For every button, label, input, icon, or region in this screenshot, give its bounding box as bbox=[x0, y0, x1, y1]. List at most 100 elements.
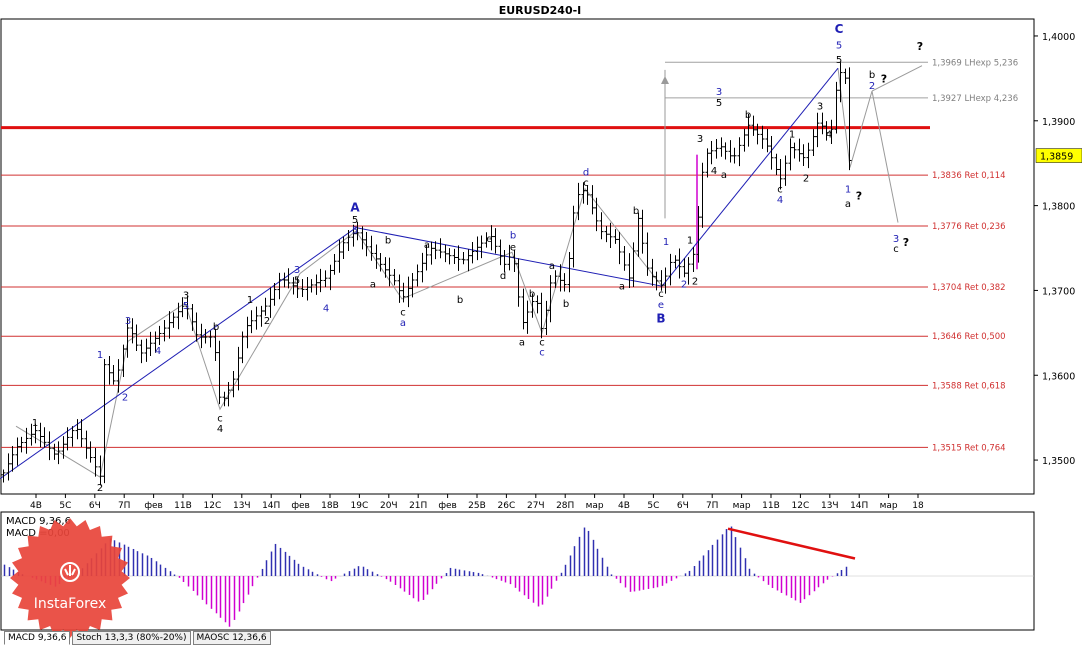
x-tick-label: 7П bbox=[118, 501, 131, 511]
wave-label: 4 bbox=[826, 130, 832, 141]
fib-level-label: 1,3704 Ret 0,382 bbox=[932, 283, 1006, 293]
wave-label: d bbox=[500, 271, 506, 282]
wave-label: a bbox=[549, 261, 555, 272]
wave-label: b bbox=[563, 299, 569, 310]
wave-label: 5 bbox=[294, 275, 300, 286]
wave-label: 2 bbox=[264, 316, 270, 327]
x-tick-label: 18 bbox=[912, 501, 924, 511]
x-tick-label: мар bbox=[586, 501, 604, 511]
wave-label: ? bbox=[903, 236, 909, 249]
wave-label: 4 bbox=[217, 424, 223, 435]
wave-label: b bbox=[745, 110, 751, 121]
x-tick-label: 4В bbox=[30, 501, 42, 511]
wave-label: a bbox=[519, 337, 525, 348]
wave-label: 5 bbox=[836, 55, 842, 66]
wave-label: c bbox=[777, 185, 783, 196]
wave-label: a bbox=[721, 170, 727, 181]
wave-label: 3 bbox=[817, 102, 823, 113]
wave-label: d bbox=[583, 168, 589, 179]
wave-label: a bbox=[845, 199, 851, 210]
wave-label: c bbox=[217, 414, 223, 425]
x-tick-label: 13Ч bbox=[821, 501, 839, 511]
x-tick-label: 18В bbox=[321, 501, 339, 511]
wave-label: 1 bbox=[687, 236, 693, 247]
wave-label: 3 bbox=[716, 87, 722, 98]
wave-label: b bbox=[869, 70, 875, 81]
x-tick-label: 4В bbox=[618, 501, 630, 511]
x-tick-label: 20Ч bbox=[380, 501, 398, 511]
divergence-line bbox=[727, 527, 856, 560]
wave-label: 3 bbox=[183, 291, 189, 302]
projection-line bbox=[871, 65, 923, 92]
y-tick-label: 1,3900 bbox=[1042, 117, 1075, 128]
fib-level-label: 1,3646 Ret 0,500 bbox=[932, 332, 1006, 342]
wave-line bbox=[661, 67, 839, 287]
x-tick-label: 11В bbox=[174, 501, 192, 511]
tab-macd[interactable]: MACD 9,36,6 bbox=[4, 631, 71, 645]
wave-label: e bbox=[510, 242, 516, 253]
wave-label: 2 bbox=[803, 174, 809, 185]
fib-level-label: 1,3836 Ret 0,114 bbox=[932, 171, 1006, 181]
wave-label: B bbox=[656, 311, 665, 325]
wave-label: 5 bbox=[352, 225, 358, 236]
wave-label: c bbox=[486, 234, 492, 245]
wave-label: b bbox=[213, 322, 219, 333]
wave-label: a bbox=[400, 318, 406, 329]
x-tick-label: 28П bbox=[556, 501, 574, 511]
x-tick-label: 6Ч bbox=[89, 501, 101, 511]
indicator-frame bbox=[0, 511, 1035, 631]
wave-label: 5 bbox=[352, 215, 358, 226]
wave-label: a bbox=[370, 280, 376, 291]
wave-label: a bbox=[619, 281, 625, 292]
wave-label: c bbox=[893, 244, 899, 255]
x-tick-label: 14П bbox=[850, 501, 868, 511]
wave-label: A bbox=[350, 200, 360, 214]
wave-label: 1 bbox=[247, 295, 253, 306]
wave-label: 2 bbox=[869, 81, 875, 92]
wave-label: 4 bbox=[323, 303, 329, 314]
x-tick-label: 21П bbox=[409, 501, 427, 511]
wave-label: c bbox=[539, 337, 545, 348]
wave-line bbox=[0, 227, 357, 480]
x-tick-label: 5С bbox=[59, 501, 71, 511]
x-tick-label: фев bbox=[291, 501, 310, 511]
wave-label: 1 bbox=[789, 130, 795, 141]
wave-label: c bbox=[583, 178, 589, 189]
wave-label: ? bbox=[881, 72, 887, 85]
tab-stoch[interactable]: Stoch 13,3,3 (80%-20%) bbox=[72, 631, 191, 645]
fib-level-label: 1,3927 LHexp 4,236 bbox=[932, 94, 1018, 104]
wave-label: b bbox=[633, 206, 639, 217]
logo-emblem-icon bbox=[60, 562, 80, 582]
wave-label: 1 bbox=[663, 237, 669, 248]
projection-line bbox=[837, 68, 899, 223]
x-tick-label: 27Ч bbox=[527, 501, 545, 511]
wave-label: e bbox=[658, 300, 664, 311]
x-tick-label: 6Ч bbox=[677, 501, 689, 511]
x-tick-label: 12С bbox=[204, 501, 222, 511]
wave-label: 5 bbox=[183, 301, 189, 312]
x-tick-label: 11В bbox=[762, 501, 780, 511]
x-tick-label: 25В bbox=[468, 501, 486, 511]
x-tick-label: мар bbox=[880, 501, 898, 511]
wave-label: 2 bbox=[681, 280, 687, 291]
fib-level-label: 1,3515 Ret 0,764 bbox=[932, 443, 1006, 453]
wave-label: ? bbox=[917, 40, 923, 53]
wave-label: 4 bbox=[777, 195, 783, 206]
wave-label: 3 bbox=[125, 316, 131, 327]
wave-label: 1 bbox=[97, 350, 103, 361]
x-tick-label: 13Ч bbox=[233, 501, 251, 511]
y-tick-label: 1,4000 bbox=[1042, 32, 1075, 43]
x-tick-label: 5С bbox=[647, 501, 659, 511]
wave-label: 4 bbox=[155, 346, 161, 357]
indicator-value: MACD =0,00 bbox=[6, 528, 70, 539]
tab-maosc[interactable]: MAOSC 12,36,6 bbox=[192, 631, 271, 645]
x-tick-label: фев bbox=[144, 501, 163, 511]
x-tick-label: 7П bbox=[706, 501, 719, 511]
chart-title: EURUSD240-I bbox=[499, 4, 582, 17]
y-tick-label: 1,3500 bbox=[1042, 456, 1075, 467]
x-tick-label: 12С bbox=[792, 501, 810, 511]
x-tick-label: мар bbox=[733, 501, 751, 511]
wave-label: c bbox=[539, 348, 545, 359]
wave-label: b bbox=[385, 236, 391, 247]
